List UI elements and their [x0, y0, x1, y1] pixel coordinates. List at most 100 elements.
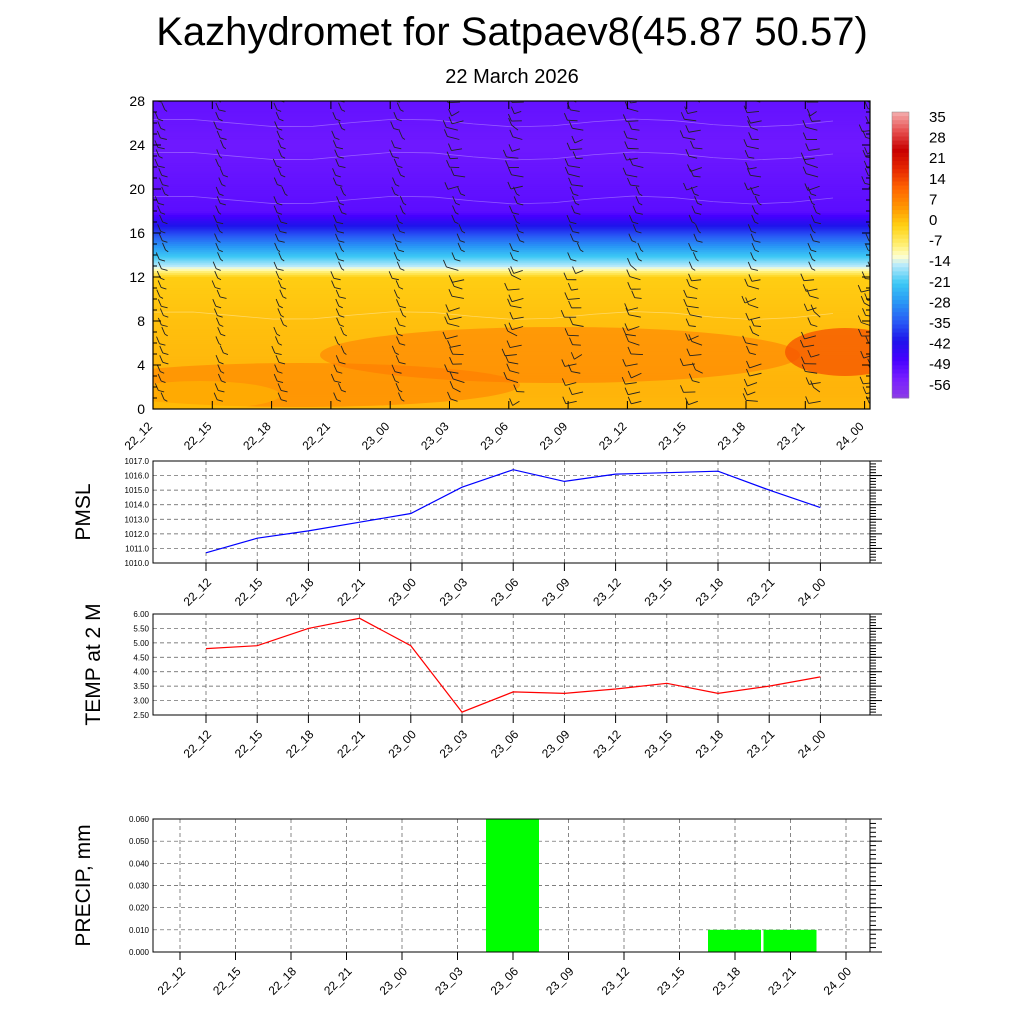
- y-tick-label: 4.00: [133, 668, 149, 677]
- colorbar-segment: [892, 299, 909, 305]
- wind-barb: [395, 380, 400, 384]
- wind-barb-flag: [501, 348, 506, 356]
- x-tick-label: 23_15: [641, 575, 675, 609]
- y-tick-label: 0.060: [129, 815, 150, 824]
- wind-barb-flag: [446, 312, 451, 320]
- wind-barb-flag: [624, 387, 629, 395]
- temperature-band: [153, 226, 870, 229]
- wind-barb-flag: [564, 166, 569, 175]
- wind-barb-flag: [452, 205, 456, 213]
- warm-area: [320, 327, 800, 383]
- wind-barb: [160, 371, 165, 374]
- temperature-band: [153, 172, 870, 175]
- wind-barb-flag: [865, 335, 870, 344]
- wind-barb-flag: [803, 303, 808, 311]
- wind-barb-flag: [399, 308, 404, 316]
- wind-barb-flag: [802, 284, 807, 292]
- wind-barb-flag: [746, 360, 750, 369]
- wind-barb: [871, 269, 874, 271]
- wind-barb-flag: [398, 130, 403, 138]
- temperature-band: [153, 278, 870, 281]
- temperature-band: [153, 324, 870, 327]
- wind-barb: [747, 285, 760, 290]
- temperature-band: [153, 322, 870, 325]
- wind-barb: [693, 147, 703, 150]
- wind-barb-flag: [800, 356, 805, 364]
- colorbar-segment: [892, 255, 909, 260]
- temperature-band: [153, 129, 870, 133]
- wind-barb-flag: [568, 121, 573, 129]
- wind-barb-flag: [568, 177, 572, 186]
- wind-barb: [402, 212, 406, 215]
- wind-barb-flag: [750, 233, 755, 241]
- wind-barb: [164, 333, 168, 337]
- wind-barb: [748, 304, 759, 309]
- wind-barb: [861, 322, 870, 326]
- wind-barb: [392, 277, 399, 281]
- wind-barb-flag: [388, 271, 393, 279]
- wind-barb: [511, 148, 521, 152]
- wind-barb-flag: [509, 311, 514, 320]
- wind-barb-flag: [331, 280, 335, 288]
- wind-barb-flag: [393, 111, 398, 120]
- wind-barb: [402, 137, 406, 140]
- temperature-band: [153, 297, 870, 300]
- wind-barb: [571, 391, 584, 395]
- wind-barb-flag: [213, 392, 218, 400]
- wind-barb: [159, 259, 166, 262]
- wind-barb: [862, 130, 870, 132]
- wind-barb-flag: [800, 152, 805, 160]
- wind-barb-flag: [217, 327, 222, 335]
- wind-barb-flag: [515, 224, 520, 232]
- wind-barb: [452, 279, 465, 283]
- series-line: [205, 617, 821, 713]
- wind-barb: [518, 230, 524, 234]
- wind-barb-flag: [336, 196, 340, 204]
- wind-barb: [395, 240, 402, 243]
- temperature-band: [153, 151, 870, 154]
- wind-barb: [803, 344, 815, 348]
- wind-barb: [448, 101, 461, 104]
- wind-barb: [399, 230, 405, 234]
- wind-barb: [690, 167, 702, 172]
- wind-barb-flag: [218, 177, 223, 185]
- temperature-band: [153, 405, 870, 408]
- wind-barb: [217, 277, 222, 281]
- wind-barb: [636, 230, 642, 234]
- wind-barb-flag: [447, 391, 451, 400]
- wind-barb: [162, 240, 168, 243]
- wind-barb-flag: [273, 205, 278, 213]
- wind-barb-flag: [157, 373, 162, 382]
- heatmap-y-tick-label: 20: [129, 181, 145, 197]
- wind-barb-flag: [157, 261, 162, 270]
- heatmap-x-tick-label: 22_18: [240, 419, 274, 453]
- colorbar-label: -35: [929, 315, 951, 332]
- wind-barb-flag: [275, 298, 280, 307]
- temperature-band: [153, 233, 870, 237]
- wind-barb-flag: [335, 233, 339, 241]
- wind-barb: [750, 174, 762, 178]
- colorbar-segment: [892, 344, 909, 350]
- wind-barb: [220, 137, 227, 140]
- wind-barb-flag: [157, 280, 162, 288]
- wind-barb: [223, 352, 229, 355]
- wind-barb-flag: [751, 214, 756, 223]
- wind-barb-flag: [393, 252, 398, 260]
- colorbar-label: 7: [929, 191, 937, 208]
- temperature-band: [153, 204, 870, 208]
- wind-barb: [691, 249, 698, 253]
- wind-barb-flag: [277, 280, 282, 288]
- wind-barb-flag: [572, 151, 577, 159]
- wind-barb-flag: [560, 310, 565, 318]
- wind-barb: [747, 391, 756, 396]
- wind-barb-flag: [457, 242, 462, 251]
- wind-barb-flag: [444, 364, 449, 372]
- temperature-band: [153, 316, 870, 320]
- wind-barb-flag: [340, 345, 345, 353]
- colorbar-segment: [892, 242, 909, 248]
- wind-barb: [574, 212, 581, 215]
- wind-barb: [217, 315, 223, 318]
- wind-barb: [512, 249, 519, 253]
- wind-barb: [572, 127, 584, 131]
- wind-barb-flag: [635, 196, 640, 204]
